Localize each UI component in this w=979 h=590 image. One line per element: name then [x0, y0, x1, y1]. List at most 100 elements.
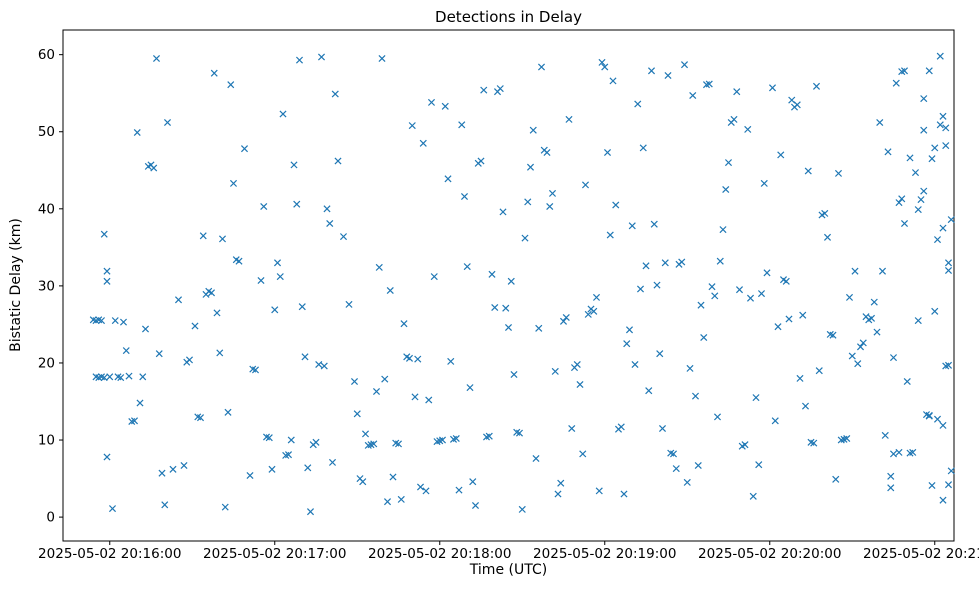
scatter-point: [653, 281, 661, 289]
scatter-point: [271, 306, 279, 314]
scatter-point: [265, 434, 273, 442]
scatter-point: [914, 206, 922, 214]
scatter-point: [722, 185, 730, 194]
scatter-point: [878, 267, 887, 275]
scatter-point: [562, 313, 570, 322]
x-axis-label: Time (UTC): [469, 562, 548, 578]
scatter-point: [430, 273, 438, 281]
scatter-point: [573, 360, 581, 369]
scatter-point: [884, 148, 892, 156]
scatter-point: [936, 52, 944, 60]
scatter-point: [535, 324, 543, 332]
scatter-point: [518, 505, 526, 513]
scatter-point: [419, 139, 427, 147]
scatter-point: [158, 469, 166, 477]
scatter-point: [889, 354, 898, 362]
scatter-point: [598, 58, 606, 66]
scatter-point: [227, 81, 235, 89]
scatter-point: [106, 373, 114, 381]
scatter-point: [903, 377, 911, 386]
scatter-point: [939, 421, 947, 429]
scatter-point: [210, 69, 218, 77]
scatter-point: [411, 393, 419, 401]
scatter-point: [895, 199, 903, 207]
scatter-point: [471, 501, 480, 510]
scatter-point: [293, 200, 301, 208]
scatter-point: [716, 257, 724, 265]
scatter-point: [658, 424, 667, 433]
scatter-point: [455, 486, 463, 494]
scatter-point: [944, 259, 953, 267]
scatter-point: [931, 307, 939, 315]
scatter-point: [191, 322, 199, 330]
scatter-point: [647, 67, 656, 75]
scatter-point: [856, 343, 865, 351]
scatter-point: [944, 361, 953, 369]
scatter-point: [103, 277, 111, 285]
scatter-point: [504, 323, 513, 332]
scatter-point: [458, 121, 466, 129]
scatter-point: [845, 293, 854, 301]
scatter-point: [705, 80, 713, 88]
scatter-point: [928, 481, 936, 490]
scatter-point: [625, 326, 634, 334]
scatter-point: [744, 125, 752, 133]
scatter-point: [507, 277, 515, 285]
scatter-point: [510, 370, 518, 379]
scatter-point: [810, 439, 818, 447]
scatter-point: [777, 151, 785, 159]
scatter-point: [279, 110, 287, 118]
scatter-point: [590, 307, 598, 315]
scatter-point: [216, 349, 224, 357]
scatter-point: [595, 487, 603, 495]
scatter-point: [460, 192, 469, 201]
x-tick-label: 2025-05-02 20:16:00: [38, 546, 181, 562]
scatter-point: [257, 276, 265, 285]
scatter-point: [920, 187, 928, 195]
scatter-point: [180, 461, 188, 470]
scatter-point: [488, 270, 496, 278]
scatter-point: [276, 273, 284, 281]
scatter-point: [821, 209, 829, 217]
scatter-point: [532, 454, 540, 463]
scatter-point: [680, 61, 689, 69]
chart-title: Detections in Delay: [435, 8, 582, 26]
scatter-point: [735, 286, 744, 294]
scatter-point: [499, 208, 507, 216]
scatter-point: [548, 189, 557, 197]
scatter-point: [579, 450, 587, 458]
scatter-point: [521, 234, 529, 242]
scatter-point: [603, 148, 612, 157]
scatter-point: [697, 301, 705, 309]
scatter-point: [326, 219, 334, 228]
scatter-point: [942, 124, 950, 132]
scatter-point: [939, 112, 947, 120]
scatter-point: [438, 436, 447, 444]
scatter-point: [832, 475, 840, 483]
scatter-point: [763, 269, 771, 277]
scatter-point: [636, 285, 645, 293]
scatter-point: [298, 303, 306, 311]
scatter-point: [397, 495, 405, 503]
scatter-point: [804, 167, 812, 175]
scatter-point: [755, 461, 763, 469]
scatter-point: [381, 375, 389, 383]
scatter-point: [235, 257, 243, 265]
scatter-point: [213, 309, 221, 317]
scatter-point: [774, 323, 782, 331]
scatter-point: [543, 148, 551, 157]
scatter-point: [936, 121, 944, 129]
scatter-point: [290, 161, 298, 169]
scatter-point: [386, 286, 394, 295]
scatter-point: [895, 448, 903, 456]
scatter-point: [661, 259, 669, 267]
scatter-point: [909, 448, 917, 456]
scatter-point: [221, 503, 229, 511]
scatter-point: [796, 374, 804, 382]
scatter-point: [328, 458, 337, 466]
scatter-point: [760, 179, 768, 187]
scatter-point: [892, 79, 900, 87]
scatter-point: [925, 412, 933, 420]
scatter-point: [881, 431, 889, 439]
scatter-point: [815, 367, 823, 375]
